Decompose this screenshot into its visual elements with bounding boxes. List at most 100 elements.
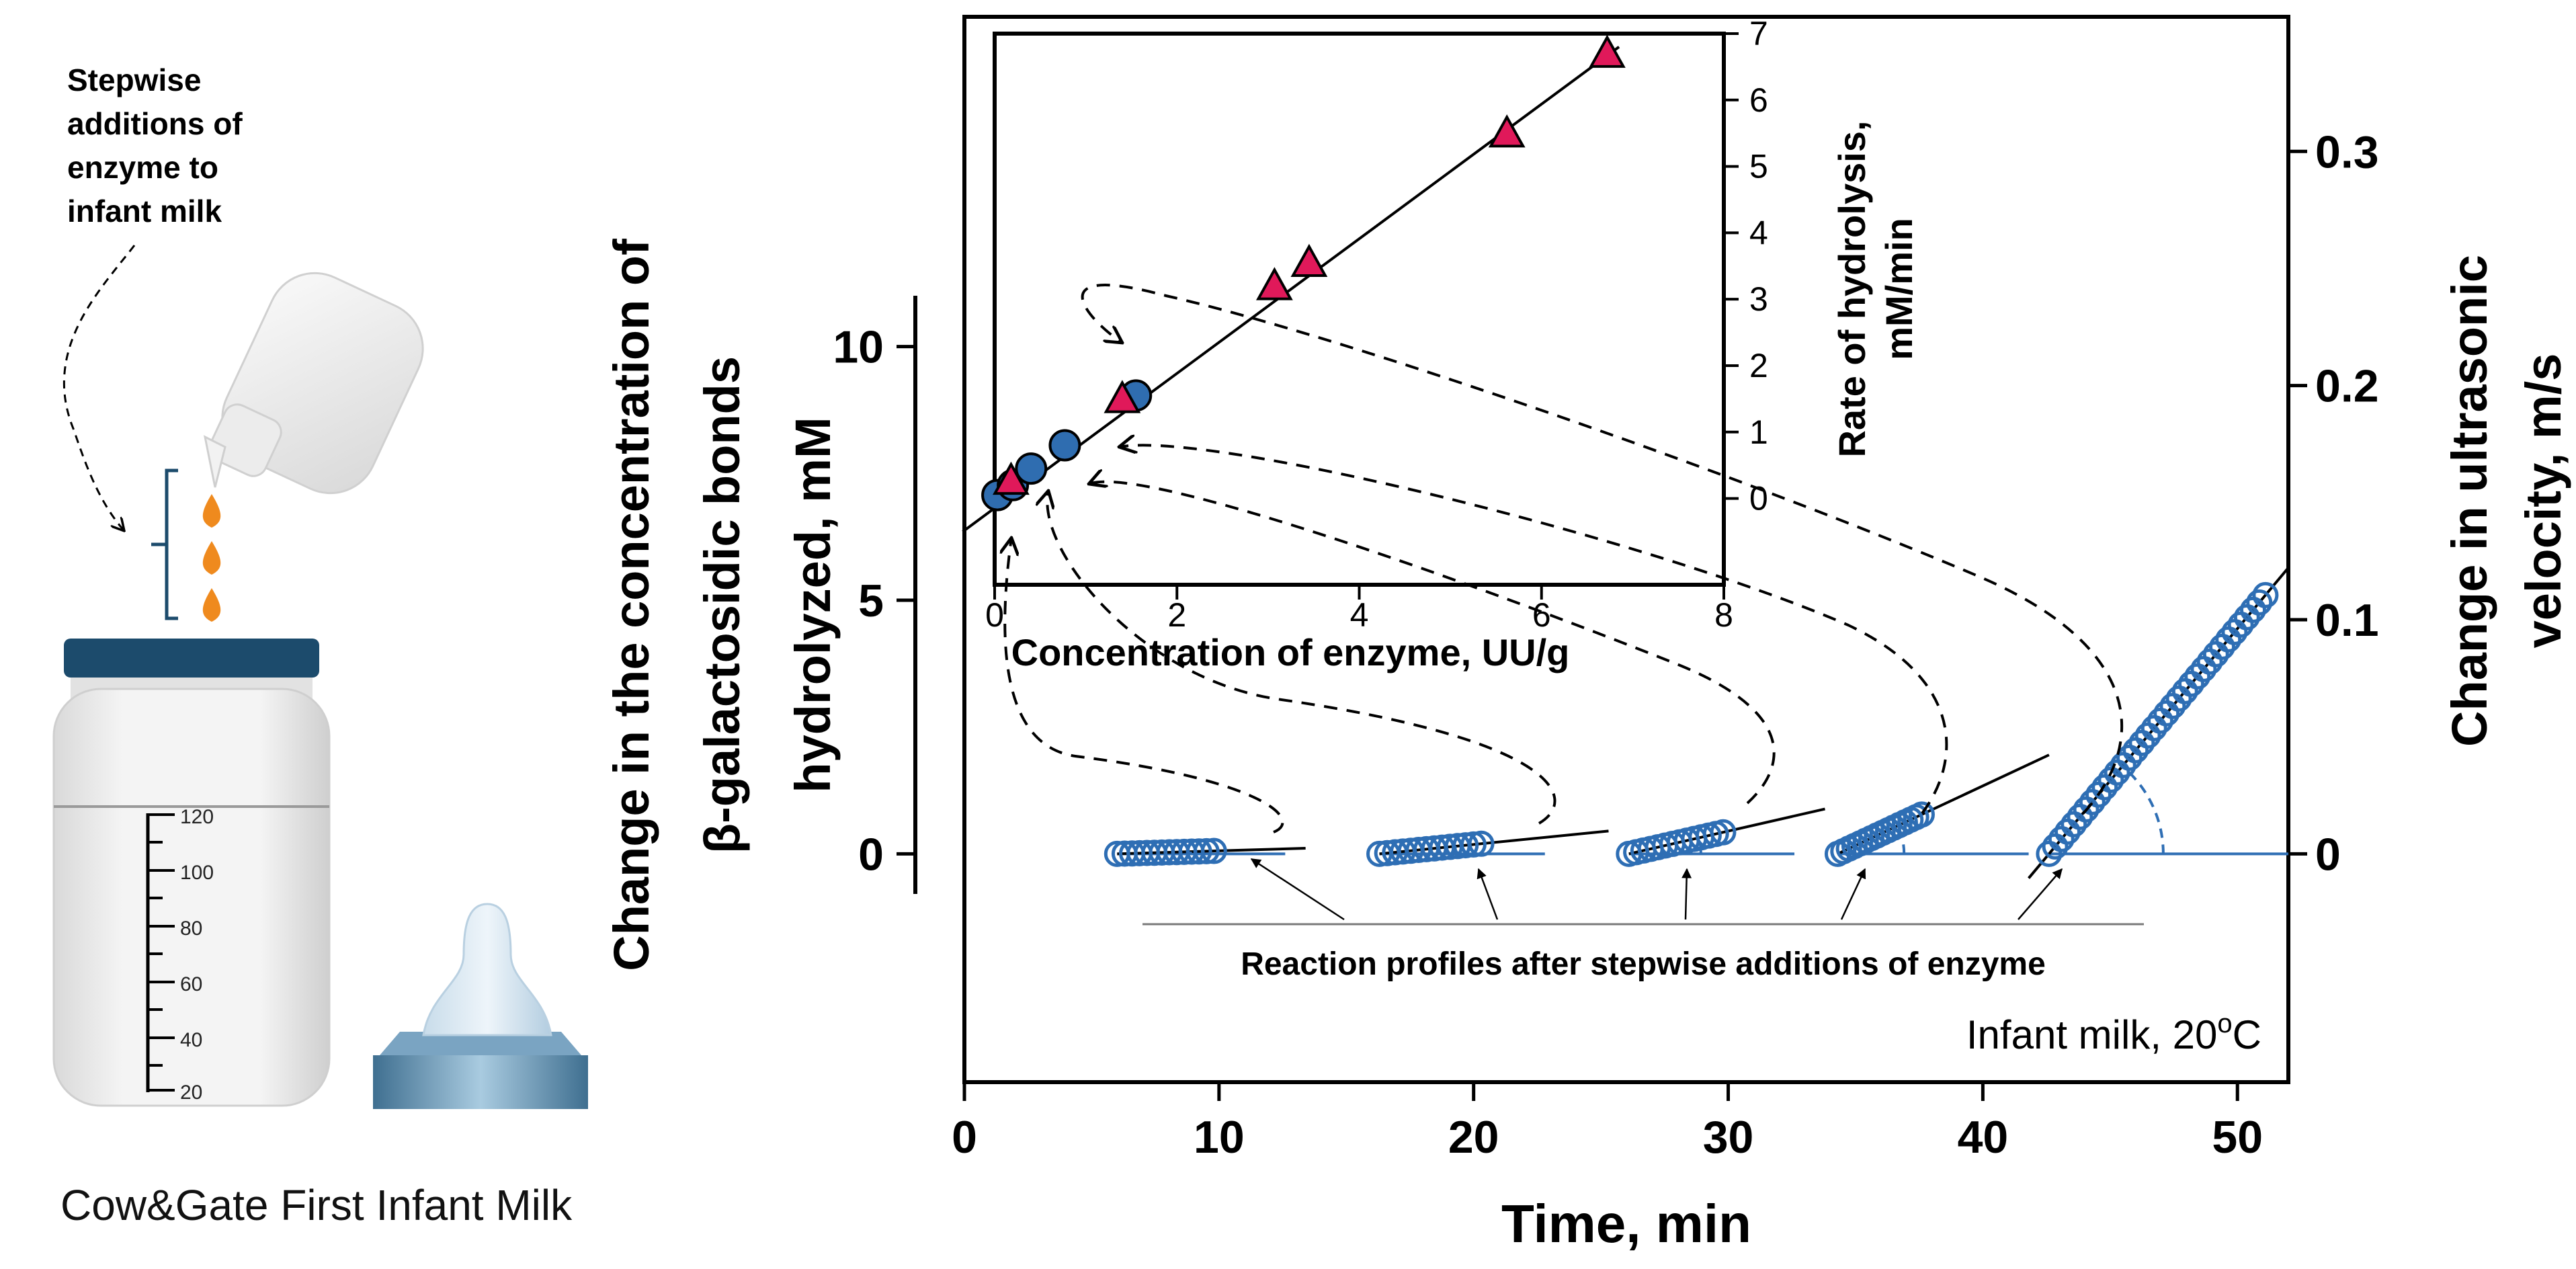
x-tick-label: 50 bbox=[2212, 1112, 2263, 1163]
milk-jar: 120 100 80 60 40 20 bbox=[52, 639, 331, 1107]
profile-to-inset-connectors bbox=[1005, 284, 2124, 833]
profile-data-point bbox=[1460, 831, 1487, 858]
x-tick-label: 40 bbox=[1958, 1112, 2009, 1163]
inset-x-label: Concentration of enzyme, UU/g bbox=[1011, 631, 1570, 673]
condition-label-superscript: o bbox=[2217, 1009, 2232, 1038]
reaction-profile-5 bbox=[2028, 567, 2290, 879]
profile-angle-arc bbox=[1897, 825, 1906, 854]
scale-label-80: 80 bbox=[180, 917, 202, 940]
profile-data-point bbox=[1193, 837, 1220, 864]
condition-label-main: Infant milk, 20 bbox=[1966, 1012, 2218, 1057]
inset-x-tick-label: 4 bbox=[1350, 596, 1369, 634]
scale-label-20: 20 bbox=[180, 1081, 202, 1104]
annotation-arrow-1 bbox=[1250, 858, 1345, 921]
profile-data-point bbox=[2246, 589, 2273, 616]
inset-y-tick-label: 6 bbox=[1749, 81, 1768, 119]
profile-angle-arc bbox=[1698, 837, 1702, 854]
reaction-profile-4 bbox=[1824, 753, 2050, 867]
profile-data-point bbox=[1200, 837, 1227, 864]
inset-triangle-point bbox=[1290, 243, 1328, 278]
left-axis-label-line-3: hydrolyzed, mM bbox=[785, 417, 841, 792]
scale-label-60: 60 bbox=[180, 973, 202, 995]
inset-y-tick-label: 2 bbox=[1749, 347, 1768, 384]
dropper-bottle bbox=[203, 272, 424, 495]
inset-circle-point bbox=[1015, 452, 1048, 485]
inset-x-tick-label: 6 bbox=[1532, 596, 1551, 634]
inset-data-marks bbox=[962, 34, 1626, 533]
profile-angle-arc bbox=[2121, 765, 2165, 854]
note-line-4: infant milk bbox=[67, 194, 222, 229]
connector-1 bbox=[1005, 538, 1284, 833]
right-tick-label: 0 bbox=[2315, 829, 2341, 880]
inset-y-tick-label: 1 bbox=[1749, 413, 1768, 451]
right-axis-label-line-2: velocity, m/s bbox=[2516, 354, 2571, 649]
drop-1 bbox=[202, 494, 221, 528]
product-caption: Cow&Gate First Infant Milk bbox=[60, 1181, 573, 1229]
inset-triangle-point bbox=[1589, 34, 1626, 68]
drop-3 bbox=[202, 588, 221, 622]
left-tick-label: 5 bbox=[858, 575, 884, 626]
note-line-3: enzyme to bbox=[67, 150, 218, 185]
x-tick-label: 0 bbox=[952, 1112, 977, 1163]
connector-3 bbox=[1089, 482, 1776, 805]
inset-background bbox=[995, 34, 1724, 585]
reaction-profile-1 bbox=[1104, 837, 1306, 867]
annotation-text: Reaction profiles after stepwise additio… bbox=[1241, 946, 2046, 982]
x-tick-label: 20 bbox=[1448, 1112, 1499, 1163]
profile-data-point bbox=[1452, 832, 1479, 859]
profile-data-point bbox=[1468, 830, 1495, 857]
annotation-arrow-5 bbox=[2018, 868, 2063, 920]
right-axis-label-line-1: Change in ultrasonic bbox=[2442, 255, 2497, 747]
connector-5 bbox=[1081, 284, 2124, 815]
right-tick-label: 0.1 bbox=[2315, 595, 2379, 646]
annotation-arrow-3 bbox=[1681, 868, 1692, 920]
inset-triangle-point bbox=[1104, 380, 1141, 413]
profile-data-point bbox=[1186, 838, 1212, 865]
condition-label: Infant milk, 20oC bbox=[1966, 1009, 2261, 1057]
inset-y-tick-label: 4 bbox=[1749, 214, 1768, 251]
scale-label-120: 120 bbox=[180, 806, 214, 828]
annotation-arrow-4 bbox=[1840, 868, 1866, 920]
note-pointer-arrow bbox=[63, 245, 136, 531]
inset-y-label-line-2: mM/min bbox=[1878, 218, 1920, 360]
left-axis-label-line-1: Change in the concentration of bbox=[604, 239, 659, 971]
x-tick-label: 10 bbox=[1194, 1112, 1245, 1163]
note-line-2: additions of bbox=[67, 106, 243, 141]
feeding-teat bbox=[373, 903, 588, 1109]
left-axis-ticks: 0 5 10 bbox=[833, 322, 915, 880]
x-axis-ticks: 0 10 20 30 40 50 bbox=[952, 1082, 2263, 1163]
scale-label-100: 100 bbox=[180, 862, 214, 884]
drops-bracket bbox=[151, 468, 178, 620]
profile-angle-arc bbox=[1454, 846, 1457, 854]
reaction-profile-3 bbox=[1616, 807, 1825, 867]
inset-y-ticks: 0 1 2 3 4 5 6 7 bbox=[1724, 15, 1768, 518]
x-tick-label: 30 bbox=[1703, 1112, 1754, 1163]
note-line-1: Stepwise bbox=[67, 63, 201, 97]
inset-triangle-point bbox=[1255, 267, 1293, 300]
inset-y-tick-label: 3 bbox=[1749, 280, 1768, 318]
right-tick-label: 0.2 bbox=[2315, 361, 2379, 412]
left-axis-label-line-2: β-galactosidic bonds bbox=[694, 356, 750, 854]
infant-milk-illustration: Stepwise additions of enzyme to infant m… bbox=[52, 63, 588, 1229]
scale-label-40: 40 bbox=[180, 1029, 202, 1051]
inset-y-tick-label: 5 bbox=[1749, 148, 1768, 186]
inset-y-tick-label: 7 bbox=[1749, 15, 1768, 52]
right-tick-label: 0.3 bbox=[2315, 126, 2379, 177]
inset-x-ticks: 0 2 4 6 8 bbox=[985, 585, 1733, 634]
inset-y-tick-label: 0 bbox=[1749, 480, 1768, 518]
left-tick-label: 10 bbox=[833, 322, 884, 373]
reaction-profile-2 bbox=[1366, 829, 1609, 867]
left-tick-label: 0 bbox=[858, 829, 884, 880]
inset-y-label-line-1: Rate of hydrolysis, bbox=[1831, 120, 1873, 457]
annotation-arrow-2 bbox=[1477, 868, 1499, 920]
inset-triangle-point bbox=[993, 461, 1030, 495]
inset-chart: 0 2 4 6 8 0 1 2 3 4 5 6 7 Concentration of enzyme, … bbox=[962, 15, 2124, 833]
condition-label-unit: C bbox=[2233, 1012, 2261, 1057]
drop-2 bbox=[202, 541, 221, 575]
profile-data-point bbox=[2252, 581, 2279, 608]
reaction-profiles bbox=[1104, 567, 2290, 879]
inset-x-tick-label: 0 bbox=[985, 596, 1004, 634]
main-plot-frame bbox=[962, 15, 2290, 1084]
profile-data-point bbox=[1710, 819, 1737, 846]
